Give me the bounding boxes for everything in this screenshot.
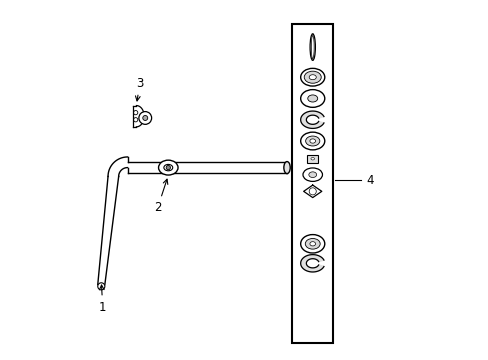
Bar: [292, 24, 332, 343]
Circle shape: [166, 166, 170, 170]
Polygon shape: [300, 111, 323, 129]
Circle shape: [139, 112, 151, 124]
Ellipse shape: [300, 235, 324, 253]
Ellipse shape: [307, 95, 317, 102]
Ellipse shape: [158, 160, 178, 175]
Ellipse shape: [308, 75, 316, 80]
Text: 4: 4: [366, 174, 373, 186]
Ellipse shape: [283, 162, 290, 174]
Ellipse shape: [310, 157, 314, 160]
Ellipse shape: [305, 136, 319, 146]
Ellipse shape: [309, 139, 315, 143]
Text: 2: 2: [154, 179, 167, 214]
Polygon shape: [300, 255, 323, 272]
Circle shape: [98, 283, 104, 290]
Ellipse shape: [304, 71, 321, 83]
Ellipse shape: [300, 132, 324, 150]
Circle shape: [142, 116, 147, 121]
Ellipse shape: [305, 238, 320, 249]
Bar: [307, 155, 317, 163]
Ellipse shape: [300, 90, 324, 107]
Ellipse shape: [309, 242, 315, 246]
Ellipse shape: [311, 36, 313, 59]
Text: 1: 1: [99, 285, 106, 314]
Ellipse shape: [308, 172, 316, 177]
Polygon shape: [303, 185, 321, 198]
Text: 3: 3: [135, 77, 143, 101]
Ellipse shape: [163, 165, 172, 171]
Ellipse shape: [309, 34, 315, 60]
Ellipse shape: [303, 168, 322, 181]
Ellipse shape: [300, 68, 324, 86]
